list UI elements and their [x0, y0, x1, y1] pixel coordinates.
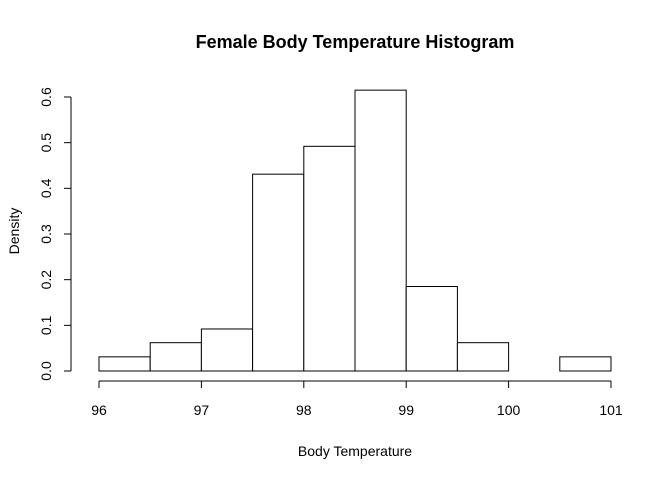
- y-tick-label: 0.0: [38, 361, 54, 381]
- y-axis-label: Density: [6, 208, 22, 255]
- y-tick-label: 0.5: [38, 133, 54, 153]
- x-tick-label: 101: [599, 402, 623, 418]
- x-tick-label: 99: [398, 402, 414, 418]
- y-tick-label: 0.2: [38, 270, 54, 290]
- x-tick-label: 96: [91, 402, 107, 418]
- histogram-bar: [456, 342, 510, 372]
- y-tick-label: 0.3: [38, 224, 54, 244]
- histogram-bar: [98, 356, 151, 372]
- y-axis: 0.0 0.1 0.2 0.3 0.4 0.5 0.6: [38, 87, 72, 381]
- histogram-bar: [252, 173, 305, 372]
- histogram-bar: [559, 356, 612, 372]
- x-tick-label: 100: [497, 402, 521, 418]
- histogram-bar: [149, 342, 202, 372]
- histogram-bar: [354, 89, 407, 372]
- chart-title: Female Body Temperature Histogram: [196, 32, 515, 52]
- x-tick-label: 98: [296, 402, 312, 418]
- y-tick-label: 0.6: [38, 87, 54, 107]
- histogram-bar: [405, 286, 458, 372]
- histogram-bar: [200, 328, 254, 372]
- x-axis-label: Body Temperature: [298, 443, 412, 459]
- y-tick-label: 0.4: [38, 178, 54, 198]
- histogram-bar: [303, 145, 356, 372]
- y-tick-label: 0.1: [38, 315, 54, 335]
- x-tick-label: 97: [194, 402, 210, 418]
- x-axis: 96 97 98 99 100 101: [91, 380, 623, 418]
- bars-layer: [98, 89, 612, 372]
